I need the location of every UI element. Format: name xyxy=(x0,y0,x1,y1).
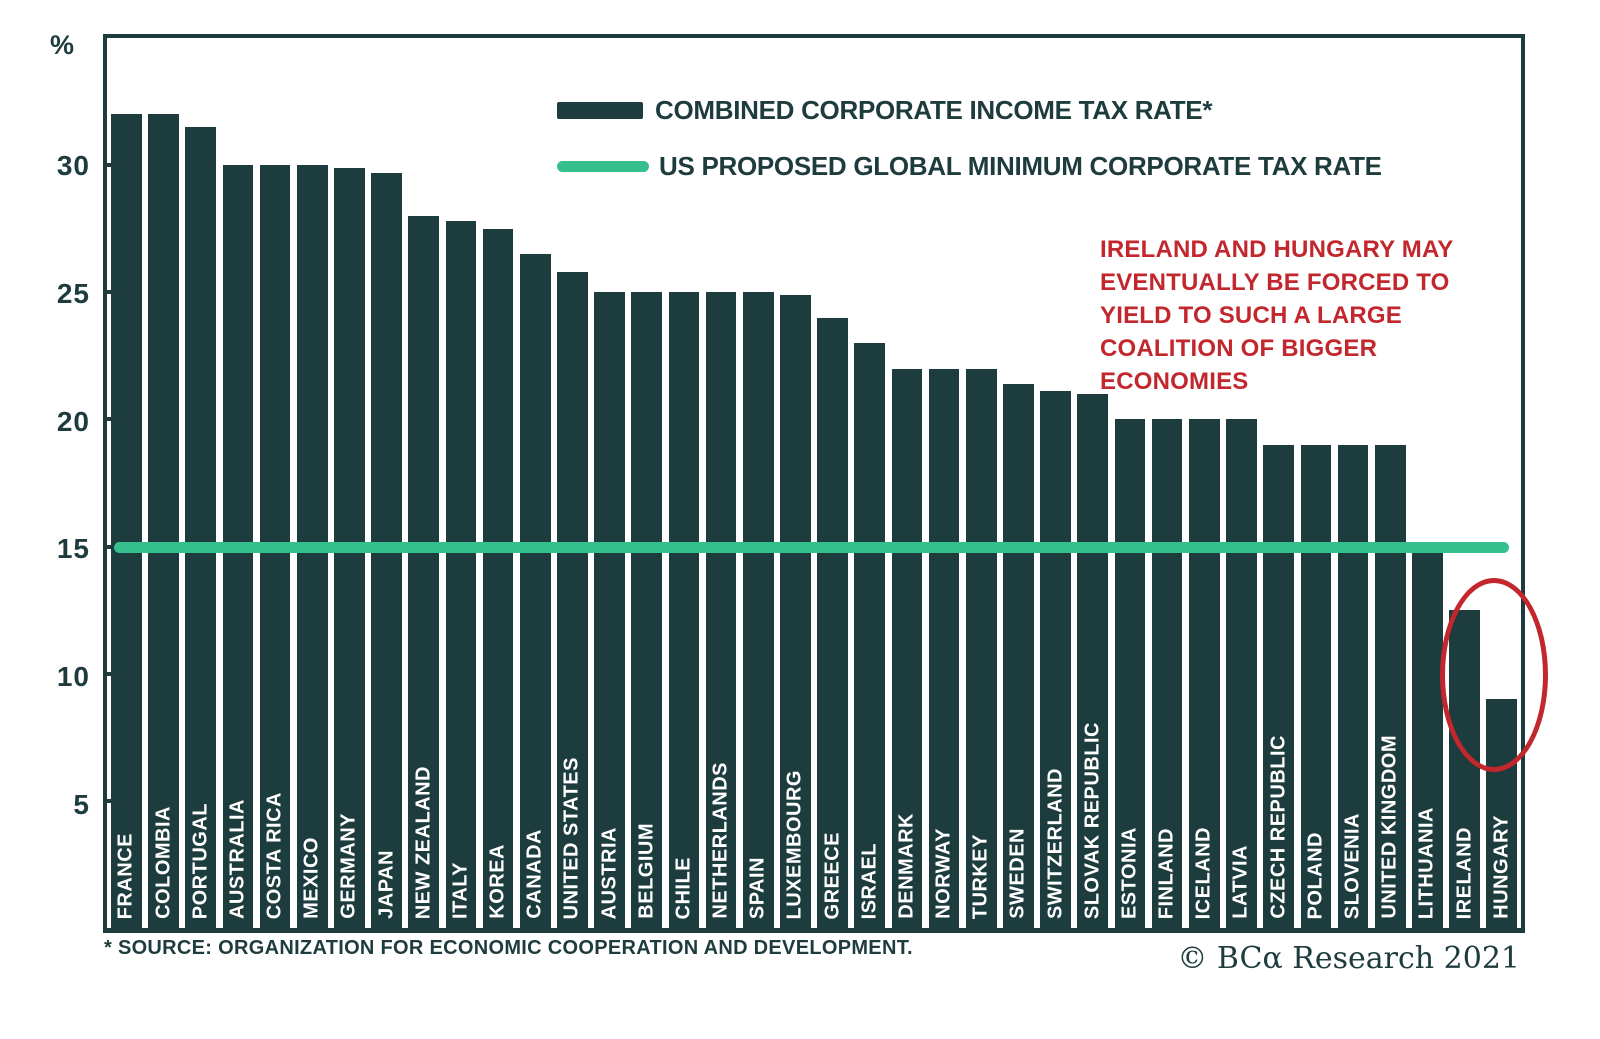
bar-slovak-republic: SLOVAK REPUBLIC xyxy=(1077,394,1109,928)
y-tick-mark-30 xyxy=(103,163,118,168)
bar-italy: ITALY xyxy=(445,221,477,928)
bar-turkey: TURKEY xyxy=(965,368,997,928)
bar-label-colombia: COLOMBIA xyxy=(152,806,174,919)
bar-label-france: FRANCE xyxy=(114,832,137,919)
bar-label-denmark: DENMARK xyxy=(895,813,918,919)
plot-area: FRANCE COLOMBIA PORTUGAL AUSTRALIA COSTA RIC… xyxy=(103,34,1548,933)
bar-label-latvia: LATVIA xyxy=(1229,845,1252,919)
bar-norway: NORWAY xyxy=(928,368,960,928)
bar-portugal: PORTUGAL xyxy=(185,127,217,928)
bar-label-lithuania: LITHUANIA xyxy=(1415,806,1438,919)
y-tick-label-30: 30 xyxy=(56,149,90,181)
bar-label-portugal: PORTUGAL xyxy=(189,802,212,919)
bar-sweden: SWEDEN xyxy=(1003,383,1034,928)
bar-united-states: UNITED STATES xyxy=(557,271,588,928)
bar-label-switzerland: SWITZERLAND xyxy=(1044,767,1067,919)
ireland-hungary-highlight-ellipse xyxy=(1440,578,1548,772)
bar-label-poland: POLAND xyxy=(1304,831,1327,919)
bar-estonia: ESTONIA xyxy=(1114,419,1146,928)
bar-lithuania: LITHUANIA xyxy=(1412,546,1443,928)
bar-iceland: ICELAND xyxy=(1188,419,1220,928)
legend: COMBINED CORPORATE INCOME TAX RATE* US P… xyxy=(557,93,1382,205)
y-tick-label-20: 20 xyxy=(56,405,90,437)
legend-label-combined-rate: COMBINED CORPORATE INCOME TAX RATE* xyxy=(655,94,1213,125)
bar-korea: KOREA xyxy=(482,228,514,928)
bar-austria: AUSTRIA xyxy=(594,292,625,928)
bar-label-norway: NORWAY xyxy=(932,828,955,919)
y-tick-mark-15 xyxy=(103,544,118,549)
bar-greece: GREECE xyxy=(817,317,848,928)
legend-line-swatch xyxy=(557,160,649,172)
bar-label-hungary: HUNGARY xyxy=(1490,815,1513,919)
bar-label-slovak-republic: SLOVAK REPUBLIC xyxy=(1081,721,1104,919)
legend-item-minimum-rate: US PROPOSED GLOBAL MINIMUM CORPORATE TAX… xyxy=(557,149,1382,183)
y-tick-label-15: 15 xyxy=(56,533,90,565)
bar-label-korea: KOREA xyxy=(486,844,509,919)
annotation-ireland-hungary: IRELAND AND HUNGARY MAY EVENTUALLY BE FO… xyxy=(1100,236,1454,395)
y-tick-label-25: 25 xyxy=(56,277,90,309)
bar-label-germany: GERMANY xyxy=(337,813,360,919)
bar-label-spain: SPAIN xyxy=(746,856,769,919)
bar-czech-republic: CZECH REPUBLIC xyxy=(1263,444,1294,928)
credit: © BCα Research 2021 xyxy=(1177,941,1520,976)
bar-label-belgium: BELGIUM xyxy=(635,823,658,919)
bar-luxembourg: LUXEMBOURG xyxy=(780,294,811,928)
bar-label-netherlands: NETHERLANDS xyxy=(709,762,732,919)
legend-item-combined-rate: COMBINED CORPORATE INCOME TAX RATE* xyxy=(557,93,1382,127)
bar-label-iceland: ICELAND xyxy=(1192,826,1215,919)
bar-latvia: LATVIA xyxy=(1226,419,1257,928)
bar-label-estonia: ESTONIA xyxy=(1118,826,1141,919)
bar-label-ireland: IRELAND xyxy=(1453,826,1476,919)
bar-label-slovenia: SLOVENIA xyxy=(1341,812,1364,919)
bar-new-zealand: NEW ZEALAND xyxy=(408,216,440,928)
legend-bar-swatch xyxy=(557,101,643,119)
bar-israel: ISRAEL xyxy=(854,343,886,928)
bar-label-canada: CANADA xyxy=(523,829,546,919)
bar-spain: SPAIN xyxy=(742,292,774,928)
y-tick-mark-25 xyxy=(103,290,118,295)
bar-finland: FINLAND xyxy=(1151,419,1183,928)
bar-denmark: DENMARK xyxy=(891,368,923,928)
bar-label-japan: JAPAN xyxy=(375,850,398,919)
bar-label-luxembourg: LUXEMBOURG xyxy=(783,769,806,919)
bar-label-united-states: UNITED STATES xyxy=(560,756,583,919)
bar-poland: POLAND xyxy=(1300,444,1332,928)
bar-label-chile: CHILE xyxy=(672,856,695,920)
bar-colombia: COLOMBIA xyxy=(148,114,179,928)
bar-france: FRANCE xyxy=(111,114,142,928)
bar-belgium: BELGIUM xyxy=(631,292,663,928)
bar-switzerland: SWITZERLAND xyxy=(1040,391,1071,928)
bar-slovenia: SLOVENIA xyxy=(1337,444,1369,928)
bar-label-mexico: MEXICO xyxy=(300,837,323,919)
bar-label-israel: ISRAEL xyxy=(858,842,881,919)
bar-label-finland: FINLAND xyxy=(1155,827,1178,919)
bar-united-kingdom: UNITED KINGDOM xyxy=(1374,444,1406,928)
bar-label-united-kingdom: UNITED KINGDOM xyxy=(1378,735,1401,919)
y-tick-mark-10 xyxy=(103,671,118,676)
y-tick-mark-20 xyxy=(103,417,118,422)
bar-label-czech-republic: CZECH REPUBLIC xyxy=(1267,735,1290,919)
y-tick-mark-5 xyxy=(103,798,118,803)
legend-label-minimum-rate: US PROPOSED GLOBAL MINIMUM CORPORATE TAX… xyxy=(659,150,1382,181)
y-tick-label-5: 5 xyxy=(73,789,90,821)
bar-netherlands: NETHERLANDS xyxy=(705,292,737,928)
y-tick-label-10: 10 xyxy=(56,661,90,693)
bar-label-australia: AUSTRALIA xyxy=(226,798,249,919)
bar-label-turkey: TURKEY xyxy=(969,833,992,919)
y-axis: 5 10 15 20 25 30 xyxy=(28,38,90,933)
bar-label-new-zealand: NEW ZEALAND xyxy=(412,765,435,919)
bar-canada: CANADA xyxy=(519,254,551,928)
bar-label-greece: GREECE xyxy=(821,831,844,919)
bar-chile: CHILE xyxy=(668,292,700,928)
bar-label-italy: ITALY xyxy=(449,862,472,919)
bar-label-costa-rica: COSTA RICA xyxy=(263,791,286,919)
y-axis-unit-label: % xyxy=(50,30,75,60)
minimum-tax-rate-line xyxy=(114,541,1509,553)
bar-label-sweden: SWEDEN xyxy=(1006,828,1029,919)
bar-label-austria: AUSTRIA xyxy=(598,826,621,919)
source-note: * SOURCE: ORGANIZATION FOR ECONOMIC COOP… xyxy=(104,937,913,959)
